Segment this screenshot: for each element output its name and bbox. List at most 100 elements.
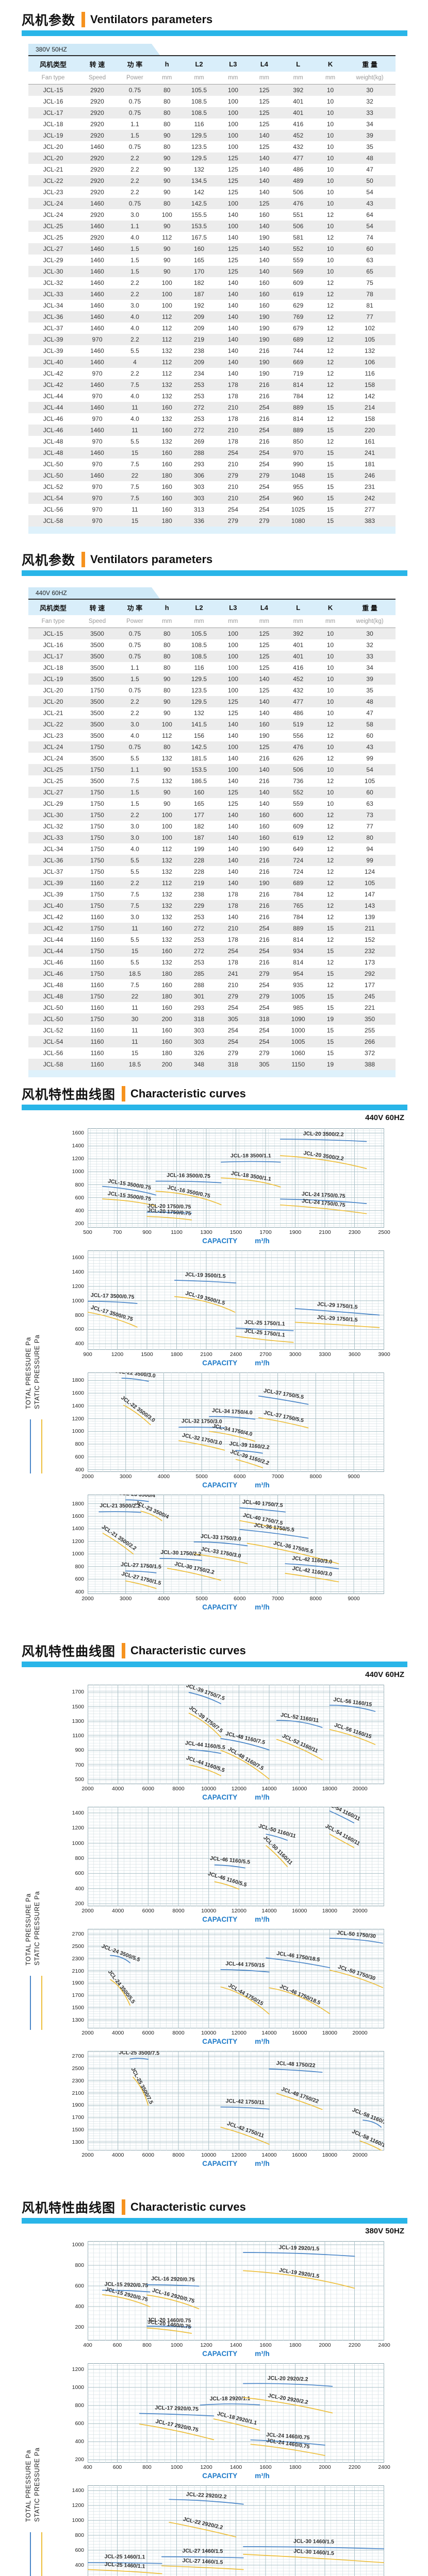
column-header-zh: K bbox=[327, 603, 333, 612]
curve-total bbox=[250, 2439, 325, 2446]
table-cell: 18.5 bbox=[128, 970, 141, 977]
x-axis-tick: 8000 bbox=[172, 1908, 185, 1914]
x-axis-title: CAPACITY m³/h bbox=[88, 2038, 384, 2045]
table-cell: 216 bbox=[259, 913, 270, 921]
curve-static bbox=[279, 1204, 367, 1214]
table-cell: 1060 bbox=[291, 1049, 305, 1057]
table-cell: JCL-24 bbox=[43, 755, 63, 762]
x-axis-tick: 2300 bbox=[348, 1229, 361, 1235]
curve-total bbox=[129, 2058, 149, 2060]
column-header-en: Power bbox=[126, 75, 143, 81]
accent-bar-icon bbox=[81, 12, 86, 27]
table-row: JCL-22 3500 3.0 100 141.5 140 160 519 12 58 bbox=[28, 719, 396, 730]
curve-static bbox=[193, 1553, 248, 1564]
x-axis-tick: 9000 bbox=[348, 1473, 360, 1480]
table-header-zh: 风机类型 转 速 功 率 h L2 L3 L4 L K 重 量 bbox=[28, 599, 396, 615]
table-cell: 160 bbox=[161, 1027, 172, 1034]
table-row: JCL-25 2920 4.0 112 167.5 140 190 581 12 74 bbox=[28, 232, 396, 243]
table-cell: JCL-54 bbox=[43, 1038, 63, 1045]
table-cell: 1160 bbox=[90, 981, 104, 989]
table-cell: 7.5 bbox=[130, 981, 139, 989]
x-axis-tick: 1300 bbox=[200, 1229, 212, 1235]
table-cell: 160 bbox=[259, 279, 270, 286]
table-row: JCL-30 1750 2.2 100 177 140 160 600 12 73 bbox=[28, 809, 396, 821]
y-axis-tick: 1200 bbox=[72, 1283, 84, 1290]
column-header-zh: L3 bbox=[229, 60, 237, 68]
table-cell: 132 bbox=[161, 936, 172, 943]
table-cell: 253 bbox=[194, 393, 205, 400]
y-axis-tick: 1200 bbox=[72, 2502, 84, 2509]
table-cell: 140 bbox=[227, 879, 238, 887]
table-cell: 4.0 bbox=[130, 325, 139, 332]
table-cell: JCL-32 bbox=[43, 823, 63, 830]
table-cell: JCL-42 bbox=[43, 913, 63, 921]
table-cell: 100 bbox=[161, 811, 172, 819]
table-cell: 178 bbox=[227, 891, 238, 898]
voltage-label: 440V 60HZ bbox=[365, 1670, 404, 1679]
table-cell: 125 bbox=[259, 121, 270, 128]
table-cell: 254 bbox=[259, 427, 270, 434]
curve-static bbox=[276, 2093, 323, 2110]
y-axis-tick: 2700 bbox=[72, 2053, 84, 2060]
x-axis-tick: 2100 bbox=[200, 1351, 212, 1358]
table-cell: 1460 bbox=[90, 245, 104, 252]
table-cell: 3.0 bbox=[130, 913, 139, 921]
table-cell: JCL-44 bbox=[43, 947, 63, 955]
section-title-zh: 风机特性曲线图 bbox=[22, 1088, 116, 1102]
table-cell: 254 bbox=[227, 947, 238, 955]
table-cell: 100 bbox=[227, 766, 238, 773]
capacity-label: CAPACITY bbox=[202, 1359, 238, 1367]
cyan-bar bbox=[22, 1105, 407, 1110]
x-axis-tick: 1100 bbox=[171, 1229, 183, 1235]
table-cell: 336 bbox=[194, 517, 205, 524]
table-cell: 100 bbox=[227, 121, 238, 128]
capacity-unit: m³/h bbox=[255, 1916, 270, 1923]
curve-static bbox=[329, 1729, 376, 1745]
curve-total bbox=[155, 1180, 222, 1183]
x-axis-tick: 1000 bbox=[170, 2342, 183, 2348]
table-cell: 234 bbox=[194, 370, 205, 377]
x-axis-tick: 2000 bbox=[81, 1596, 94, 1602]
table-row: JCL-34 1460 3.0 100 192 140 160 629 12 81 bbox=[28, 300, 396, 311]
y-axis-tick: 400 bbox=[75, 1588, 84, 1595]
table-cell: 112 bbox=[162, 359, 172, 366]
table-cell: 476 bbox=[293, 743, 304, 751]
table-cell: 552 bbox=[293, 245, 304, 252]
table-row: JCL-29 1750 1.5 90 165 125 140 559 10 63 bbox=[28, 798, 396, 809]
table-cell: 559 bbox=[293, 800, 304, 807]
table-cell: 112 bbox=[162, 234, 172, 241]
table-row: JCL-42 1160 3.0 132 253 140 216 784 12 139 bbox=[28, 911, 396, 923]
table-cell: 1750 bbox=[90, 891, 104, 898]
table-cell: 140 bbox=[227, 302, 238, 309]
y-axis-tick: 2300 bbox=[72, 2077, 84, 2084]
table-cell: 2920 bbox=[90, 87, 104, 94]
table-cell: JCL-48 bbox=[43, 993, 63, 1000]
table-cell: 279 bbox=[227, 472, 238, 479]
table-cell: 679 bbox=[293, 325, 304, 332]
table-cell: 1460 bbox=[90, 472, 104, 479]
table-row: JCL-40 1460 4 112 209 140 190 669 12 106 bbox=[28, 357, 396, 368]
table-cell: 22 bbox=[131, 472, 139, 479]
curve-total bbox=[243, 2546, 384, 2550]
table-cell: 1160 bbox=[90, 1038, 104, 1045]
table-cell: 80 bbox=[163, 200, 171, 207]
table-cell: 600 bbox=[293, 811, 304, 819]
table-cell: 178 bbox=[227, 381, 238, 388]
table-cell: 173 bbox=[365, 959, 375, 966]
table-cell: 209 bbox=[194, 313, 205, 320]
voltage-label: 380V 50HZ bbox=[365, 2227, 404, 2235]
y-axis-tick: 1300 bbox=[72, 2139, 84, 2145]
x-axis-tick: 9000 bbox=[348, 1596, 360, 1602]
table-cell: 318 bbox=[227, 1061, 238, 1068]
x-axis-tick: 400 bbox=[83, 2464, 92, 2470]
y-axis-tick: 800 bbox=[75, 1441, 84, 1448]
table-cell: 254 bbox=[259, 506, 270, 513]
section-title-en: Characteristic curves bbox=[130, 1644, 246, 1657]
table-cell: 140 bbox=[227, 325, 238, 332]
table-cell: 216 bbox=[259, 868, 270, 875]
table-cell: 689 bbox=[293, 879, 304, 887]
y-axis-tick: 800 bbox=[75, 1312, 84, 1318]
x-axis-tick: 1700 bbox=[259, 1229, 272, 1235]
section-title-en: Ventilators parameters bbox=[90, 553, 213, 566]
y-axis-tick: 2500 bbox=[72, 1943, 84, 1950]
